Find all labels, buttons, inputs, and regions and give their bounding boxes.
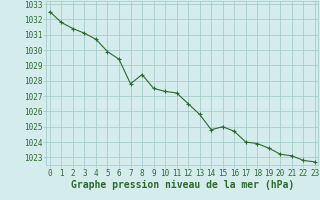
X-axis label: Graphe pression niveau de la mer (hPa): Graphe pression niveau de la mer (hPa) [71,180,294,190]
